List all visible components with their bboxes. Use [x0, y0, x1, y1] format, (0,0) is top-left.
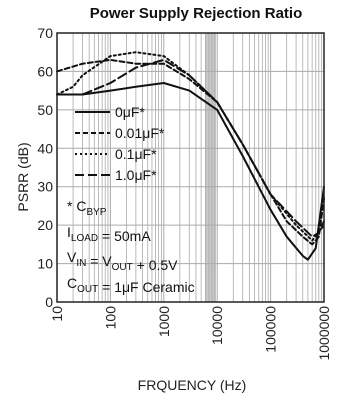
legend: 0μF* 0.01μF* 0.1μF* 1.0μF* [75, 104, 165, 183]
note-text: = 50mA [98, 228, 151, 244]
x-tick-label: 100000 [263, 306, 279, 353]
x-tick-label: 1000000 [316, 306, 332, 361]
shaded-band [205, 33, 217, 302]
note-text: = 1μF Ceramic [98, 279, 194, 295]
series-line [56, 58, 325, 238]
y-tick-labels: 0 10 20 30 40 50 60 70 [37, 25, 53, 310]
note-subscript: IN [76, 258, 86, 269]
legend-label: 0.01μF* [115, 125, 165, 141]
note-text: I [67, 224, 71, 240]
plot-frame [56, 32, 325, 303]
note-subscript: OUT [112, 262, 133, 273]
note-line: * CBYP [67, 198, 107, 218]
y-tick-label: 40 [37, 140, 53, 156]
y-tick-label: 70 [37, 25, 53, 41]
note-line: ILOAD = 50mA [67, 224, 151, 244]
x-tick-label: 1000 [156, 306, 172, 337]
y-tick-label: 30 [37, 179, 53, 195]
note-subscript: LOAD [71, 233, 98, 244]
note-subscript: BYP [86, 207, 106, 218]
note-text: + 0.5V [133, 257, 178, 273]
y-tick-label: 10 [37, 256, 53, 272]
note-text: * C [67, 198, 86, 214]
note-subscript: OUT [77, 284, 98, 295]
y-axis-label: PSRR (dB) [15, 142, 31, 211]
note-line: COUT = 1μF Ceramic [67, 275, 195, 295]
note-text: V [67, 249, 77, 265]
y-tick-label: 60 [37, 63, 53, 79]
grid-lines [56, 32, 324, 303]
plot-background [205, 33, 217, 302]
series-line [56, 82, 325, 261]
x-tick-labels: 10 100 1000 10000 100000 1000000 [49, 306, 332, 361]
note-text: = V [86, 253, 112, 269]
y-tick-label: 20 [37, 217, 53, 233]
x-tick-label: 10000 [209, 306, 225, 345]
series-group [56, 51, 325, 261]
note-text: C [67, 275, 77, 291]
chart-title: Power Supply Rejection Ratio [90, 5, 303, 22]
legend-label: 0μF* [115, 104, 145, 120]
note-line: VIN = VOUT + 0.5V [67, 249, 178, 273]
y-tick-label: 0 [45, 294, 53, 310]
x-axis-label: FRQUENCY (Hz) [138, 377, 247, 393]
y-tick-label: 50 [37, 102, 53, 118]
legend-label: 1.0μF* [115, 167, 157, 183]
x-tick-label: 10 [49, 306, 65, 322]
legend-label: 0.1μF* [115, 146, 157, 162]
x-tick-label: 100 [102, 306, 118, 330]
